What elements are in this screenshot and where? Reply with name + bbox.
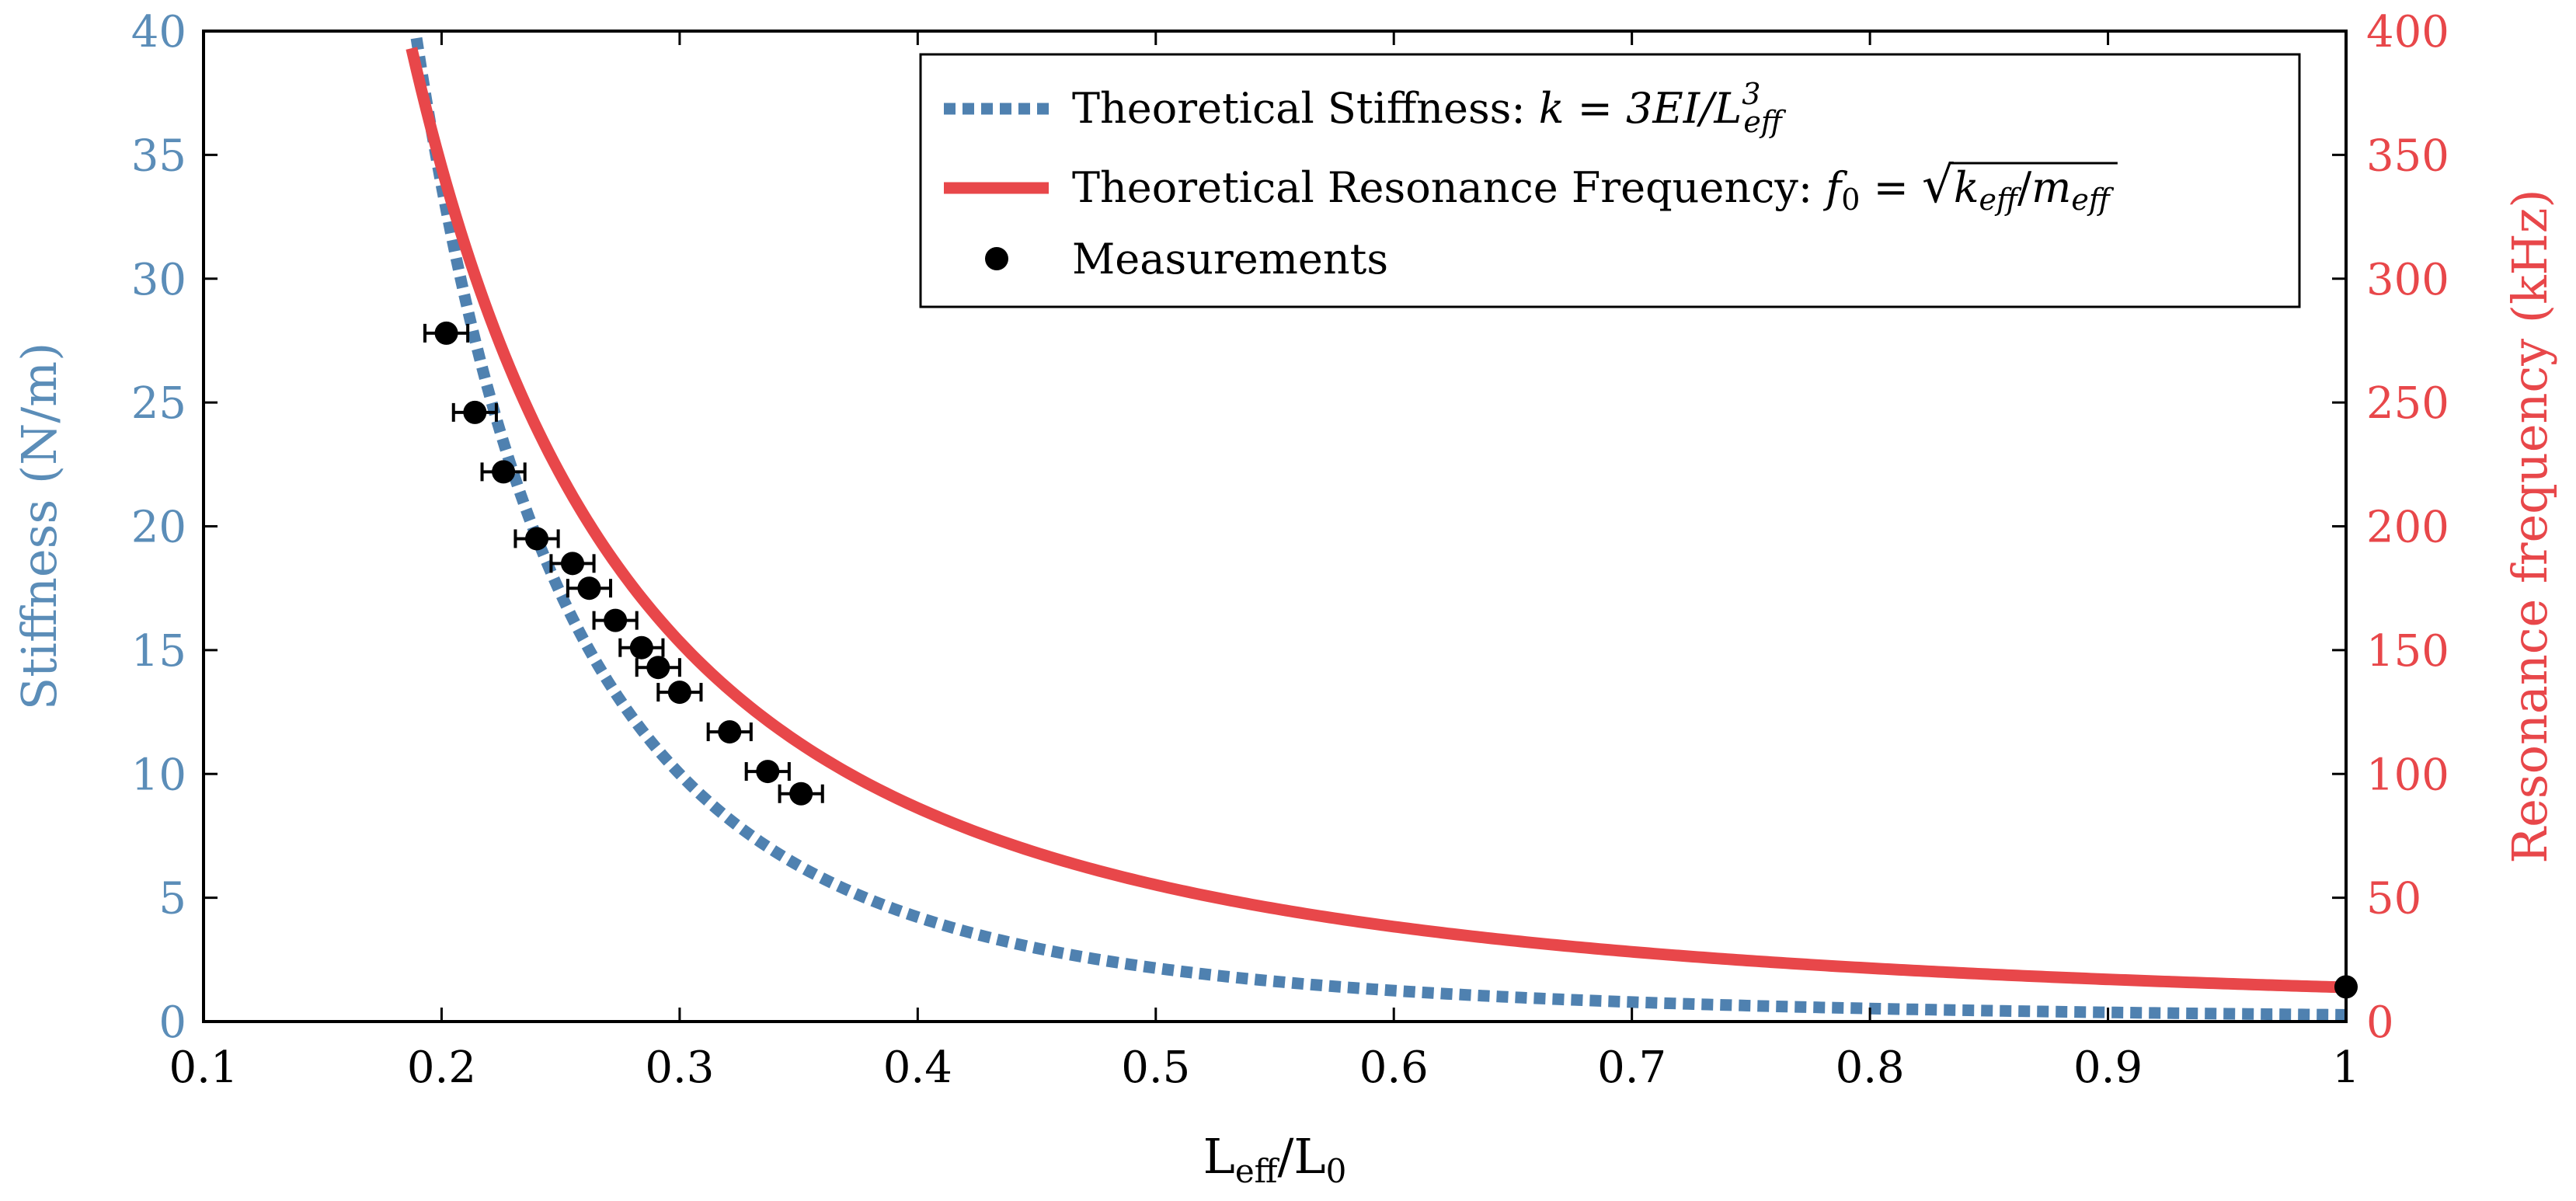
legend-entry-frequency: Theoretical Resonance Frequency: f0 = √k… xyxy=(1072,157,2115,217)
x-axis-title-sub-zero: 0 xyxy=(1326,1152,1347,1190)
legend-entry-measurements: Measurements xyxy=(1072,235,1388,284)
x-tick-label: 0.4 xyxy=(883,1043,952,1093)
legend-entry-stiffness: Theoretical Stiffness: k = 3EI/L3 eff xyxy=(1072,77,1787,139)
curves-layer xyxy=(406,37,2348,1021)
y-left-tick-label: 5 xyxy=(158,874,186,924)
x-tick-label: 0.7 xyxy=(1597,1043,1666,1093)
x-tick-label: 0.6 xyxy=(1359,1043,1429,1093)
y-left-tick-label: 30 xyxy=(131,255,186,305)
y-left-tick-label: 15 xyxy=(131,626,186,677)
legend-swatch-measurements xyxy=(985,247,1008,270)
y-right-tick-label: 100 xyxy=(2366,750,2449,800)
legend-frequency-sqrt-sign: √ xyxy=(1922,157,1954,214)
legend-frequency-label: Theoretical Resonance Frequency: xyxy=(1072,163,1826,212)
y-left-tick-label: 35 xyxy=(131,131,186,181)
frequency-curve xyxy=(406,47,2348,994)
legend-frequency-m-sub: eff xyxy=(2071,183,2114,217)
x-tick-label: 0.9 xyxy=(2073,1043,2143,1093)
x-axis-title-l: L xyxy=(1203,1128,1235,1185)
y-left-tick-label: 10 xyxy=(131,750,186,800)
x-axis-title-sub-eff: eff xyxy=(1235,1152,1280,1190)
measurement-point xyxy=(646,656,670,680)
legend-frequency-f-sub: 0 xyxy=(1841,183,1860,217)
measurement-point xyxy=(525,527,549,551)
measurement-point xyxy=(629,635,653,660)
y-right-tick-label: 400 xyxy=(2366,7,2449,57)
measurement-point xyxy=(789,782,813,806)
y-left-tick-label: 25 xyxy=(131,378,186,429)
y-axis-right-title: Resonance frequency (kHz) xyxy=(2501,189,2558,863)
legend-frequency-eq: = xyxy=(1860,163,1922,212)
y-right-tick-label: 50 xyxy=(2366,874,2421,924)
legend-stiffness-formula: k = 3EI/L xyxy=(1539,84,1742,133)
x-tick-label: 1 xyxy=(2332,1043,2360,1093)
stiffness-curve xyxy=(410,37,2347,1021)
x-axis-title: Leff/L0 xyxy=(1203,1128,1347,1190)
measurement-point xyxy=(756,760,780,784)
measurement-point xyxy=(667,681,691,705)
ticks-layer: 0.1 0.2 0.3 0.4 0.5 0.6 0.7 0.8 0.9 1051015202530… xyxy=(131,7,2449,1093)
y-left-tick-label: 20 xyxy=(131,503,186,553)
measurement-point xyxy=(434,321,458,345)
x-tick-label: 0.8 xyxy=(1836,1043,1905,1093)
measurement-point xyxy=(463,400,487,424)
x-tick-label: 0.5 xyxy=(1121,1043,1190,1093)
y-right-tick-label: 200 xyxy=(2366,503,2449,553)
y-right-tick-label: 250 xyxy=(2366,378,2449,429)
legend-box xyxy=(919,53,2301,308)
y-left-tick-label: 0 xyxy=(158,997,186,1048)
legend-frequency-k-sub: eff xyxy=(1979,183,2022,217)
x-axis-title-slash-l: /L xyxy=(1278,1128,1326,1185)
measurement-point xyxy=(718,720,742,744)
legend: Theoretical Stiffness: k = 3EI/L3 eff The… xyxy=(919,53,2301,308)
y-right-tick-label: 150 xyxy=(2366,626,2449,677)
x-tick-label: 0.2 xyxy=(407,1043,476,1093)
markers-layer xyxy=(423,321,2358,999)
x-tick-label: 0.3 xyxy=(645,1043,714,1093)
measurement-point xyxy=(492,460,516,484)
legend-stiffness-formula-sub: eff xyxy=(1743,105,1786,139)
legend-frequency-k: k xyxy=(1954,163,1979,212)
y-left-tick-label: 40 xyxy=(131,7,186,57)
y-right-tick-label: 350 xyxy=(2366,131,2449,181)
y-right-tick-label: 300 xyxy=(2366,255,2449,305)
legend-stiffness-label: Theoretical Stiffness: xyxy=(1072,84,1539,133)
x-tick-label: 0.1 xyxy=(169,1043,238,1093)
y-right-tick-label: 0 xyxy=(2366,997,2394,1048)
measurement-point xyxy=(560,552,584,576)
y-axis-left-title: Stiffness (N/m) xyxy=(11,343,68,711)
legend-frequency-m: m xyxy=(2031,163,2071,212)
legend-frequency-slash: / xyxy=(2017,163,2032,212)
measurement-point xyxy=(604,608,628,632)
measurement-point xyxy=(577,576,601,600)
legend-stiffness-formula-sup: 3 xyxy=(1742,77,1760,111)
